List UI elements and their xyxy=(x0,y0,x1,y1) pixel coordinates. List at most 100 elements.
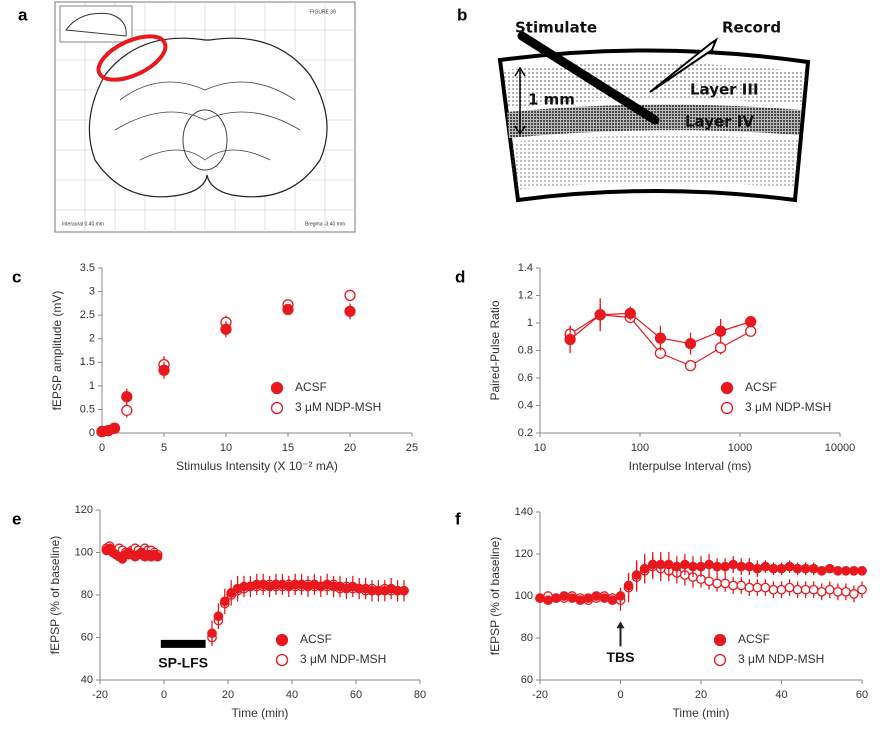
atlas-image: FIGURE 39 Interaural 0.40 mm Bregma -3.4… xyxy=(54,1,356,233)
data-point xyxy=(792,563,803,574)
data-point xyxy=(841,565,851,576)
annotation: TBS xyxy=(607,649,635,665)
data-point xyxy=(744,582,755,593)
panel-label: b xyxy=(457,5,467,24)
data-point xyxy=(696,561,706,572)
y-tick-label: 0.8 xyxy=(518,344,533,356)
x-tick-label: 60 xyxy=(350,689,362,701)
x-axis-label: Time (min) xyxy=(232,706,289,720)
panel-label: d xyxy=(455,267,465,286)
x-tick-label: 15 xyxy=(282,442,294,454)
legend-label: ACSF xyxy=(295,380,327,394)
x-tick-label: 80 xyxy=(414,689,426,701)
data-point xyxy=(688,561,698,572)
legend-label: ACSF xyxy=(738,632,770,646)
y-tick-label: 0.2 xyxy=(518,427,533,439)
data-point xyxy=(776,563,787,574)
y-tick-label: 3.5 xyxy=(80,262,95,274)
data-point xyxy=(219,596,230,607)
data-point xyxy=(704,559,714,570)
atlas-note: Bregma -3.40 mm xyxy=(305,221,345,227)
data-point xyxy=(594,309,606,321)
data-point xyxy=(784,582,795,593)
data-point xyxy=(213,611,224,622)
legend-marker xyxy=(713,653,727,667)
data-point xyxy=(736,580,747,591)
data-point xyxy=(680,559,690,570)
data-point xyxy=(712,561,722,572)
data-point xyxy=(849,565,859,576)
y-tick-label: 100 xyxy=(75,546,93,558)
y-tick-label: 100 xyxy=(515,590,533,602)
data-point xyxy=(623,580,634,591)
atlas-title: FIGURE 39 xyxy=(310,9,336,15)
y-axis-label: fEPSP (% of baseline) xyxy=(488,537,502,656)
data-point xyxy=(624,307,636,320)
y-tick-label: 0.6 xyxy=(518,372,533,384)
y-tick-label: 60 xyxy=(521,674,533,686)
data-point xyxy=(207,628,217,639)
data-point xyxy=(714,342,727,354)
x-tick-label: 10 xyxy=(534,442,546,454)
x-tick-label: 20 xyxy=(695,689,707,701)
data-point xyxy=(647,559,658,570)
data-point xyxy=(631,570,642,580)
data-point xyxy=(816,565,827,576)
panel-label: a xyxy=(18,5,28,24)
data-point xyxy=(760,561,771,572)
x-tick-label: 0 xyxy=(617,689,623,701)
data-point xyxy=(728,559,739,570)
data-point xyxy=(671,561,682,572)
legend-marker xyxy=(270,401,284,415)
data-point xyxy=(784,561,795,572)
x-tick-label: 0 xyxy=(99,442,105,454)
y-tick-label: 0 xyxy=(89,427,95,439)
data-point xyxy=(832,586,843,597)
data-point xyxy=(535,593,545,603)
data-point xyxy=(714,325,727,337)
data-point xyxy=(639,563,650,574)
data-point xyxy=(744,561,755,572)
x-tick-label: 40 xyxy=(286,689,298,701)
x-axis-label: Time (min) xyxy=(673,706,730,720)
data-point xyxy=(591,591,602,601)
data-point xyxy=(816,586,827,597)
data-point xyxy=(551,593,561,603)
data-point xyxy=(564,333,576,346)
data-point xyxy=(720,578,731,589)
y-tick-label: 2 xyxy=(89,333,95,345)
x-tick-label: 10000 xyxy=(825,442,856,454)
data-point xyxy=(752,582,763,593)
data-point xyxy=(720,561,731,572)
panel-label: e xyxy=(12,509,21,528)
y-tick-label: 1.4 xyxy=(518,262,533,274)
annotation-arrow xyxy=(616,621,625,629)
y-tick-label: 3 xyxy=(89,285,95,297)
data-point xyxy=(344,305,356,318)
schematic-label: 1 mm xyxy=(528,91,575,109)
y-axis-label: Paired-Pulse Ratio xyxy=(488,300,502,400)
data-point xyxy=(599,593,610,603)
data-point xyxy=(792,584,803,595)
y-tick-label: 1 xyxy=(527,317,533,329)
data-point xyxy=(344,289,356,301)
x-tick-label: 100 xyxy=(631,442,649,454)
y-tick-label: 0.4 xyxy=(518,399,533,411)
x-tick-label: -20 xyxy=(92,689,108,701)
data-point xyxy=(654,332,667,344)
atlas-note: Interaural 0.40 mm xyxy=(62,221,104,227)
data-point xyxy=(800,563,811,574)
data-point xyxy=(712,578,722,589)
legend-marker xyxy=(713,633,727,647)
y-axis-label: fEPSP amplitude (mV) xyxy=(50,291,64,411)
y-tick-label: 1.5 xyxy=(80,356,95,368)
legend-label: 3 μM NDP-MSH xyxy=(745,400,831,414)
x-axis-label: Interpulse Interval (ms) xyxy=(629,459,752,473)
data-point xyxy=(583,593,594,603)
data-point xyxy=(567,593,578,603)
data-point xyxy=(655,559,666,570)
y-tick-label: 60 xyxy=(81,631,93,643)
data-point xyxy=(800,584,811,595)
data-point xyxy=(857,565,867,576)
